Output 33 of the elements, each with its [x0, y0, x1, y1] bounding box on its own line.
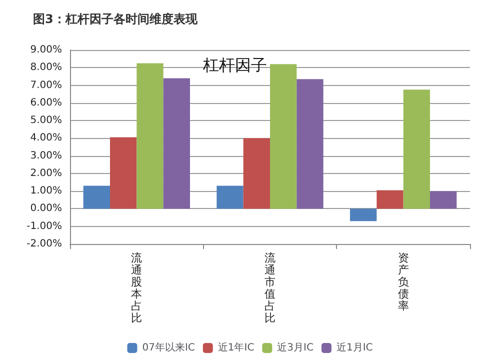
bar: [110, 137, 137, 209]
bar: [350, 208, 377, 222]
bar: [403, 90, 430, 209]
y-tick-label: 7.00%: [30, 80, 62, 91]
y-tick-label: 8.00%: [30, 62, 62, 74]
x-tick-label: 流通市值占比: [264, 252, 276, 324]
bar: [270, 64, 297, 209]
x-tick-label: 资产负债率: [398, 252, 409, 312]
bar: [243, 138, 270, 209]
y-tick-label: 2.00%: [30, 168, 62, 179]
legend-label: 近1月IC: [336, 342, 373, 354]
y-tick-label: 4.00%: [30, 132, 62, 144]
bar: [430, 191, 457, 209]
y-tick-label: -2.00%: [26, 238, 62, 250]
y-tick-label: -1.00%: [26, 220, 62, 232]
legend-label: 07年以来IC: [142, 342, 195, 354]
y-tick-label: 5.00%: [30, 115, 62, 126]
bar: [83, 186, 110, 209]
y-tick-label: 6.00%: [30, 97, 62, 108]
bar: [376, 190, 404, 209]
y-tick-label: 9.00%: [30, 44, 62, 56]
bar: [136, 63, 164, 209]
bar: [163, 78, 190, 209]
x-tick-label: 流通股本占比: [131, 252, 142, 324]
chart-title: 图3：杠杆因子各时间维度表现: [33, 12, 198, 26]
y-tick-label: 1.00%: [30, 186, 62, 197]
chart-subtitle: 杠杆因子: [202, 56, 267, 74]
y-tick-label: 3.00%: [30, 150, 62, 162]
y-tick-label: 0.00%: [30, 203, 62, 214]
legend-label: 近1年IC: [218, 342, 254, 354]
bar: [216, 186, 244, 209]
bar: [296, 79, 324, 209]
legend-label: 近3月IC: [277, 342, 314, 354]
